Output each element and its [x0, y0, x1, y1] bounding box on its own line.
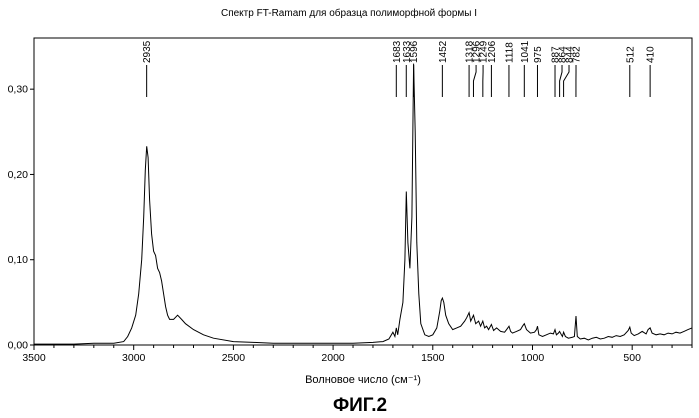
- peak-label: 975: [533, 46, 544, 63]
- chart-title: Спектр FT-Ramam для образца полиморфной …: [221, 7, 477, 19]
- x-tick-label: 1000: [521, 352, 545, 364]
- peak-marker: 2935: [142, 40, 153, 97]
- x-axis-label: Волновое число (см⁻¹): [305, 374, 421, 386]
- peak-marker: 782: [572, 46, 583, 97]
- peak-label: 512: [625, 46, 636, 63]
- peak-marker: 1452: [438, 40, 449, 97]
- peak-label: 1041: [520, 40, 531, 63]
- peak-markers: 2935168316331596145213181296124912061118…: [142, 40, 656, 97]
- peak-marker: 1118: [504, 42, 515, 97]
- peak-marker: 410: [646, 46, 657, 97]
- peak-guide-line: [560, 65, 562, 97]
- peak-label: 2935: [142, 40, 153, 63]
- peak-marker: 975: [533, 46, 544, 97]
- x-tick-label: 3500: [22, 352, 46, 364]
- peak-marker: 1041: [520, 40, 531, 97]
- peak-label: 1596: [409, 40, 420, 63]
- y-tick-label: 0,30: [8, 84, 29, 96]
- peak-label: 1452: [438, 40, 449, 63]
- figure-caption: ФИГ.2: [333, 395, 387, 416]
- x-tick-label: 2500: [222, 352, 246, 364]
- x-axis: 3500 3000 2500 2000 1500 1000 500: [22, 345, 692, 364]
- spectrum-line: [34, 64, 692, 345]
- y-axis: 0,00 0,10 0,20 0,30: [8, 84, 34, 352]
- x-tick-label: 1500: [421, 352, 445, 364]
- peak-marker: 1206: [487, 40, 498, 97]
- peak-label: 410: [646, 46, 657, 63]
- plot-frame: [34, 38, 692, 345]
- x-tick-label: 500: [623, 352, 641, 364]
- y-tick-label: 0,20: [8, 169, 29, 181]
- y-tick-label: 0,10: [8, 254, 29, 266]
- peak-label: 1206: [487, 40, 498, 63]
- x-tick-label: 2000: [321, 352, 345, 364]
- peak-label: 782: [572, 46, 583, 63]
- y-tick-label: 0,00: [8, 340, 29, 352]
- peak-marker: 512: [625, 46, 636, 97]
- peak-guide-line: [473, 65, 476, 97]
- x-tick-label: 3000: [122, 352, 146, 364]
- peak-guide-line: [564, 65, 569, 97]
- peak-label: 1118: [504, 42, 515, 63]
